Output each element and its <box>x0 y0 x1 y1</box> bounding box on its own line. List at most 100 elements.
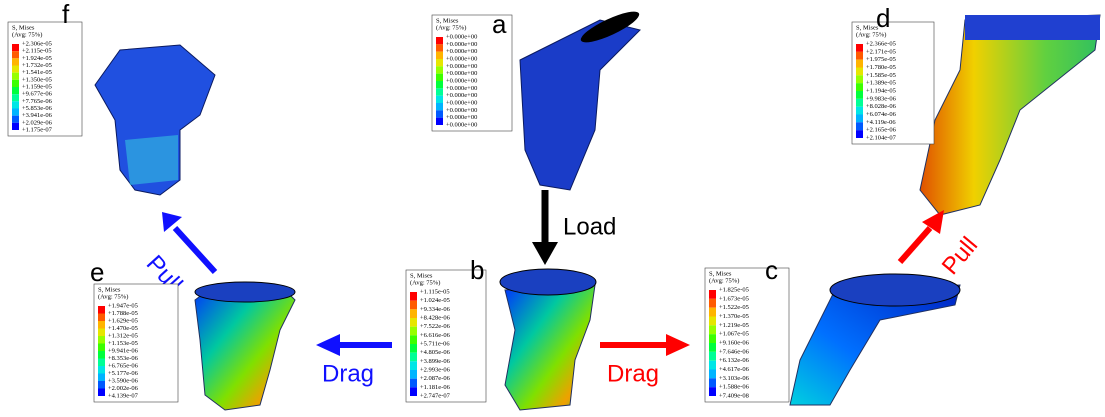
part-c <box>790 274 960 405</box>
panel-letter: a <box>492 9 507 39</box>
legend-swatch <box>709 317 716 326</box>
legend-swatch <box>856 122 863 130</box>
legend-label: +1.370e-05 <box>719 313 749 320</box>
legend-swatch <box>436 96 443 103</box>
legend-swatch <box>98 336 105 344</box>
legend-label: +6.765e-06 <box>108 362 139 369</box>
legend-label: +0.000e+00 <box>446 121 477 128</box>
legend-title: S, Mises <box>98 286 121 293</box>
legend-swatch <box>12 123 19 130</box>
legend-label: +2.115e-05 <box>22 48 52 55</box>
legend-label: +6.616e-06 <box>420 332 451 339</box>
legend-label: +1.541e-05 <box>22 69 52 76</box>
legend-label: +1.780e-05 <box>866 64 896 71</box>
panel-legend: S, Mises(Avg: 75%)+1.115e-05+1.024e-05+9… <box>406 255 486 402</box>
legend-swatch <box>98 344 105 352</box>
panel-legend: S, Mises(Avg: 75%)+1.825e-05+1.673e-05+1… <box>705 255 789 402</box>
legend-swatch <box>410 361 417 370</box>
legend-title: (Avg: 75%) <box>98 293 128 300</box>
legend-swatch <box>436 66 443 73</box>
legend-label: +2.747e-07 <box>420 392 451 399</box>
legend-label: +4.617e-06 <box>719 366 750 373</box>
legend-swatch <box>98 314 105 322</box>
legend-swatch <box>436 52 443 59</box>
legend-label: +0.000e+00 <box>446 77 477 84</box>
arrow-label: Pull <box>937 232 983 280</box>
legend-swatch <box>12 80 19 87</box>
legend-label: +2.104e-07 <box>866 134 897 141</box>
legend-swatch <box>12 58 19 65</box>
legend-swatch <box>410 370 417 379</box>
legend-label: +1.975e-05 <box>866 56 896 63</box>
legend-label: +1.629e-05 <box>108 317 138 324</box>
legend-label: +1.389e-05 <box>866 80 896 87</box>
part-b <box>500 269 596 410</box>
legend-swatch <box>856 107 863 115</box>
legend-label: +0.000e+00 <box>446 41 477 48</box>
legend-swatch <box>98 329 105 337</box>
panel-letter: e <box>90 257 104 287</box>
legend-label: +2.165e-06 <box>866 127 897 134</box>
arrow-label: Drag <box>607 360 659 387</box>
legend-swatch <box>410 327 417 336</box>
legend-label: +6.132e-06 <box>719 357 750 364</box>
legend-label: +1.788e-05 <box>108 310 138 317</box>
legend-swatch <box>98 366 105 374</box>
legend-label: +1.470e-05 <box>108 325 138 332</box>
part-d <box>920 15 1100 215</box>
legend-swatch <box>98 381 105 389</box>
legend-label: +9.334e-06 <box>420 306 451 313</box>
legend-label: +0.000e+00 <box>446 107 477 114</box>
figure: Load Drag Drag Pull Pull S, Mises(Avg: 7… <box>0 0 1105 417</box>
drag-arrow-left: Drag <box>316 334 392 387</box>
legend-title: S, Mises <box>12 24 35 31</box>
legend-swatch <box>436 37 443 44</box>
legend-label: +0.000e+00 <box>446 70 477 77</box>
legend-label: +1.219e-05 <box>719 322 749 329</box>
panel-legend: S, Mises(Avg: 75%)+2.306e-05+2.115e-05+1… <box>8 0 82 136</box>
legend-label: +1.153e-05 <box>108 340 138 347</box>
panel-letter: d <box>876 3 890 33</box>
legend-label: +3.103e-06 <box>719 375 750 382</box>
legend-swatch <box>436 81 443 88</box>
legend-swatch <box>856 83 863 91</box>
legend-title: (Avg: 75%) <box>410 279 440 286</box>
legend-swatch <box>12 101 19 108</box>
legend-label: +1.312e-05 <box>108 332 138 339</box>
legend-label: +2.002e-06 <box>108 385 139 392</box>
legend-swatch <box>856 115 863 123</box>
legend-label: +5.177e-06 <box>108 370 139 377</box>
legend-swatch <box>12 73 19 80</box>
legend-swatch <box>436 103 443 110</box>
legend-label: +0.000e+00 <box>446 48 477 55</box>
legend-label: +6.074e-06 <box>866 111 897 118</box>
legend-swatch <box>856 52 863 60</box>
legend-label: +9.983e-06 <box>866 95 897 102</box>
legend-title: S, Mises <box>709 270 732 277</box>
legend-label: +3.941e-06 <box>22 112 53 119</box>
legend-swatch <box>709 334 716 343</box>
legend-swatch <box>856 44 863 52</box>
arrow-label: Drag <box>322 360 374 387</box>
panel-letter: c <box>765 255 778 285</box>
legend-label: +1.825e-05 <box>719 286 749 293</box>
legend-swatch <box>410 379 417 388</box>
legend-label: +1.067e-05 <box>719 331 749 338</box>
load-arrow: Load <box>532 190 616 265</box>
legend-label: +1.522e-05 <box>719 304 749 311</box>
legend-label: +8.028e-06 <box>866 103 897 110</box>
legend-label: +5.853e-06 <box>22 105 53 112</box>
part-a <box>520 6 642 190</box>
legend-swatch <box>12 44 19 51</box>
legend-swatch <box>856 75 863 83</box>
legend-swatch <box>436 59 443 66</box>
legend-swatch <box>709 299 716 308</box>
legend-swatch <box>410 301 417 310</box>
legend-label: +1.194e-05 <box>866 87 896 94</box>
legend-label: +1.947e-05 <box>108 302 138 309</box>
legend-label: +9.677e-06 <box>22 91 53 98</box>
legend-swatch <box>12 94 19 101</box>
legend-label: +2.993e-06 <box>420 366 451 373</box>
legend-label: +1.024e-05 <box>420 297 450 304</box>
legend-label: +1.181e-06 <box>420 384 451 391</box>
